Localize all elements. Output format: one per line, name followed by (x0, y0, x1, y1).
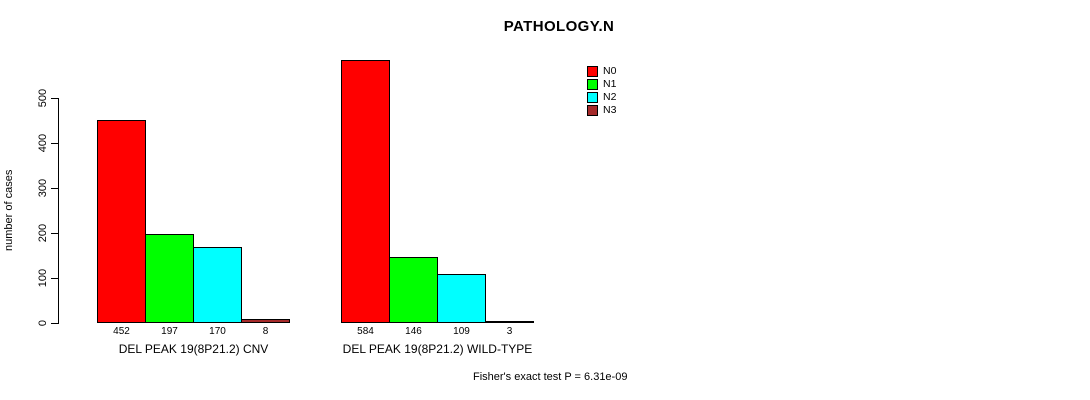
y-axis-tick (51, 143, 58, 144)
y-axis-tick (51, 323, 58, 324)
bar-value-label: 146 (405, 326, 422, 337)
bar-n1-group2 (389, 257, 438, 323)
y-axis-tick-label: 400 (37, 133, 49, 153)
bar-n0-group2 (341, 60, 390, 323)
bar-value-label: 170 (209, 326, 226, 337)
y-axis-tick (51, 233, 58, 234)
y-axis-tick (51, 188, 58, 189)
y-axis-tick-label: 300 (37, 178, 49, 198)
legend-item: N0 (587, 65, 616, 78)
bar-n2-group2 (437, 273, 486, 323)
p-value-annotation: Fisher's exact test P = 6.31e-09 (473, 371, 628, 383)
legend-item: N2 (587, 91, 616, 104)
bar-value-label: 584 (357, 326, 374, 337)
bar-value-label: 452 (113, 326, 130, 337)
bar-n3-group1 (241, 319, 290, 323)
y-axis-tick-label: 500 (37, 88, 49, 108)
legend-label: N0 (603, 65, 617, 77)
x-axis-group-label: DEL PEAK 19(8P21.2) WILD-TYPE (342, 342, 533, 356)
bar-value-label: 8 (262, 326, 269, 337)
x-axis-group-label: DEL PEAK 19(8P21.2) CNV (118, 342, 269, 356)
bar-value-label: 3 (506, 326, 513, 337)
y-axis-tick-label: 0 (37, 319, 49, 327)
chart-title: PATHOLOGY.N (503, 18, 615, 35)
bar-n0-group1 (97, 119, 146, 323)
legend-label: N1 (603, 78, 617, 90)
legend-swatch-n2 (587, 92, 598, 103)
legend-swatch-n1 (587, 79, 598, 90)
legend: N0 N1 N2 N3 (587, 65, 616, 117)
bar-value-label: 109 (453, 326, 470, 337)
legend-label: N2 (603, 91, 617, 103)
legend-item: N1 (587, 78, 616, 91)
y-axis-tick (51, 98, 58, 99)
bar-value-label: 197 (161, 326, 178, 337)
bar-n1-group1 (145, 234, 194, 323)
y-axis-line (58, 98, 59, 324)
legend-item: N3 (587, 104, 616, 117)
y-axis-tick-label: 200 (37, 223, 49, 243)
bar-n3-group2 (485, 321, 534, 323)
bar-n2-group1 (193, 246, 242, 323)
legend-swatch-n3 (587, 105, 598, 116)
legend-swatch-n0 (587, 66, 598, 77)
legend-label: N3 (603, 104, 617, 116)
y-axis-tick-label: 100 (37, 268, 49, 288)
y-axis-label: number of cases (3, 169, 15, 252)
y-axis-tick (51, 278, 58, 279)
